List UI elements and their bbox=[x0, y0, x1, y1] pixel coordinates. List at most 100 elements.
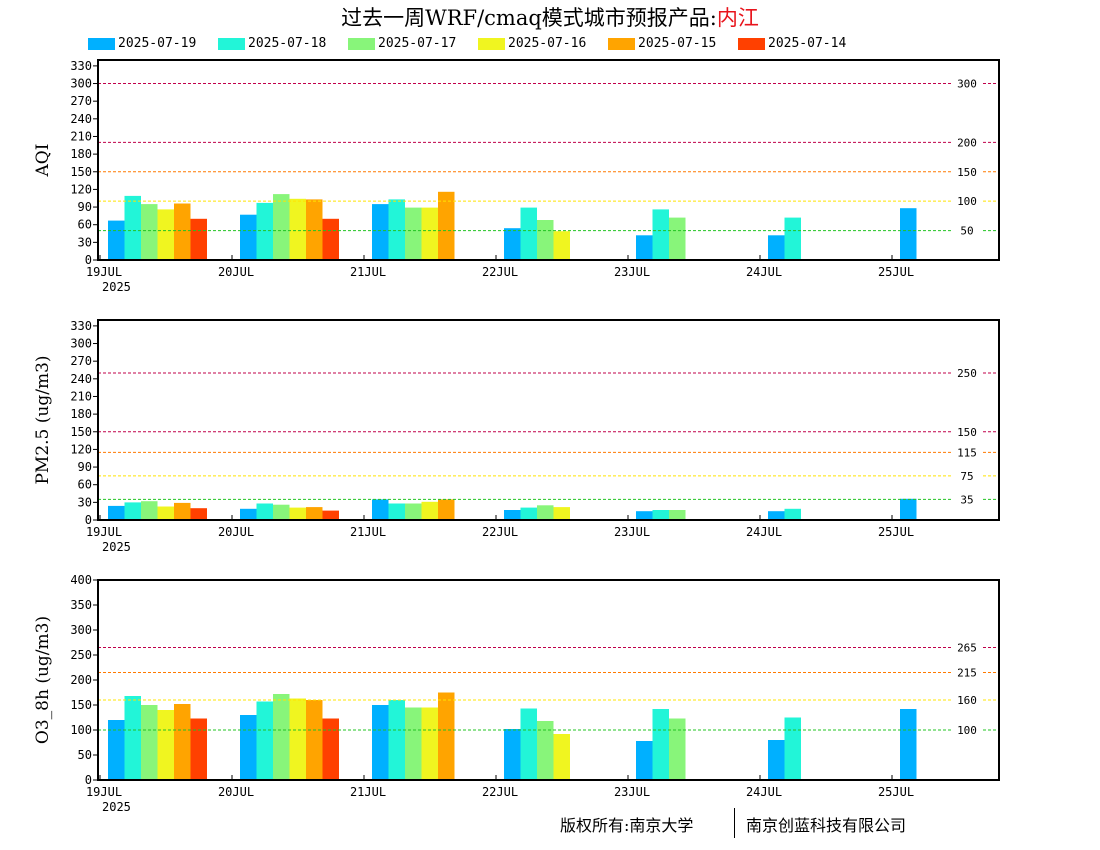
bar bbox=[388, 700, 405, 780]
bar bbox=[652, 209, 669, 260]
bar bbox=[900, 498, 917, 520]
y-tick-label: 210 bbox=[70, 129, 92, 143]
y-tick-label: 210 bbox=[70, 389, 92, 403]
bar bbox=[520, 507, 537, 520]
reference-label: 75 bbox=[960, 470, 973, 483]
x-tick-label: 21JUL bbox=[350, 525, 386, 539]
x-tick-label: 24JUL bbox=[746, 265, 782, 279]
bar bbox=[124, 696, 141, 780]
legend-swatch bbox=[218, 38, 245, 50]
reference-label: 300 bbox=[957, 78, 977, 91]
y-tick-label: 300 bbox=[70, 623, 92, 637]
y-tick-label: 240 bbox=[70, 372, 92, 386]
bar bbox=[768, 235, 785, 260]
bar bbox=[372, 204, 389, 260]
y-axis-label: O3_8h (ug/m3) bbox=[33, 616, 53, 744]
bar bbox=[256, 503, 273, 520]
x-tick-label: 22JUL bbox=[482, 525, 518, 539]
bar bbox=[636, 235, 653, 260]
bar bbox=[388, 199, 405, 260]
bar bbox=[289, 198, 306, 260]
x-tick-label: 25JUL bbox=[878, 785, 914, 799]
bar bbox=[537, 220, 554, 260]
y-tick-label: 330 bbox=[70, 319, 92, 333]
x-tick-label: 20JUL bbox=[218, 265, 254, 279]
legend-swatch bbox=[608, 38, 635, 50]
bar bbox=[372, 499, 389, 520]
y-tick-label: 90 bbox=[78, 200, 92, 214]
reference-label: 50 bbox=[960, 225, 973, 238]
reference-label: 150 bbox=[957, 166, 977, 179]
reference-label: 100 bbox=[957, 195, 977, 208]
y-tick-label: 350 bbox=[70, 598, 92, 612]
x-tick-label: 20JUL bbox=[218, 525, 254, 539]
legend-swatch bbox=[348, 38, 375, 50]
x-year-label: 2025 bbox=[102, 280, 131, 294]
reference-label-bg bbox=[952, 425, 982, 438]
copyright-owner: 版权所有:南京大学 bbox=[560, 816, 694, 835]
bar bbox=[438, 499, 455, 520]
x-tick-label: 23JUL bbox=[614, 525, 650, 539]
bar bbox=[289, 507, 306, 520]
y-tick-label: 120 bbox=[70, 182, 92, 196]
bar bbox=[504, 510, 521, 520]
legend-label: 2025-07-19 bbox=[118, 36, 197, 51]
bar bbox=[174, 203, 191, 260]
reference-label-bg bbox=[952, 724, 982, 736]
y-tick-label: 300 bbox=[70, 337, 92, 351]
bar bbox=[190, 508, 207, 520]
plot-frame bbox=[97, 59, 1000, 261]
reference-label-bg bbox=[952, 694, 982, 706]
y-tick-label: 100 bbox=[70, 723, 92, 737]
x-tick-label: 19JUL bbox=[86, 525, 122, 539]
bar bbox=[273, 694, 290, 780]
bar bbox=[141, 501, 158, 520]
copyright-company: 南京创蓝科技有限公司 bbox=[746, 816, 907, 835]
legend-label: 2025-07-15 bbox=[638, 36, 717, 51]
bar bbox=[553, 734, 570, 780]
bar bbox=[372, 705, 389, 780]
bar bbox=[784, 717, 801, 780]
y-axis-label: PM2.5 (ug/m3) bbox=[33, 355, 53, 484]
reference-label: 160 bbox=[957, 694, 977, 707]
bar bbox=[636, 741, 653, 780]
bar bbox=[289, 698, 306, 780]
x-tick-label: 25JUL bbox=[878, 265, 914, 279]
y-tick-label: 30 bbox=[78, 235, 92, 249]
y-tick-label: 400 bbox=[70, 573, 92, 587]
x-tick-label: 19JUL bbox=[86, 785, 122, 799]
reference-label-bg bbox=[952, 195, 982, 208]
x-tick-label: 21JUL bbox=[350, 785, 386, 799]
y-axis-label: AQI bbox=[33, 144, 53, 178]
bar bbox=[306, 700, 323, 780]
reference-label: 250 bbox=[957, 367, 977, 380]
x-tick-label: 22JUL bbox=[482, 785, 518, 799]
legend-label: 2025-07-16 bbox=[508, 36, 587, 51]
bar bbox=[421, 707, 438, 780]
y-tick-label: 180 bbox=[70, 407, 92, 421]
bar bbox=[537, 505, 554, 520]
reference-label-bg bbox=[952, 469, 982, 482]
bar bbox=[141, 705, 158, 780]
bar bbox=[174, 502, 191, 520]
bar bbox=[240, 715, 257, 780]
bar bbox=[190, 718, 207, 780]
legend-label: 2025-07-14 bbox=[768, 36, 847, 51]
reference-label: 100 bbox=[957, 724, 977, 737]
y-tick-label: 50 bbox=[78, 748, 92, 762]
x-tick-label: 21JUL bbox=[350, 265, 386, 279]
reference-label-bg bbox=[952, 165, 982, 178]
bar bbox=[669, 718, 686, 780]
y-tick-label: 180 bbox=[70, 147, 92, 161]
bar bbox=[322, 218, 339, 260]
bar bbox=[256, 701, 273, 780]
reference-label-bg bbox=[952, 77, 982, 90]
bar bbox=[784, 217, 801, 260]
bar bbox=[256, 202, 273, 260]
y-tick-label: 300 bbox=[70, 77, 92, 91]
bar bbox=[652, 709, 669, 780]
x-tick-label: 20JUL bbox=[218, 785, 254, 799]
y-tick-label: 0 bbox=[85, 513, 92, 527]
x-tick-label: 25JUL bbox=[878, 525, 914, 539]
